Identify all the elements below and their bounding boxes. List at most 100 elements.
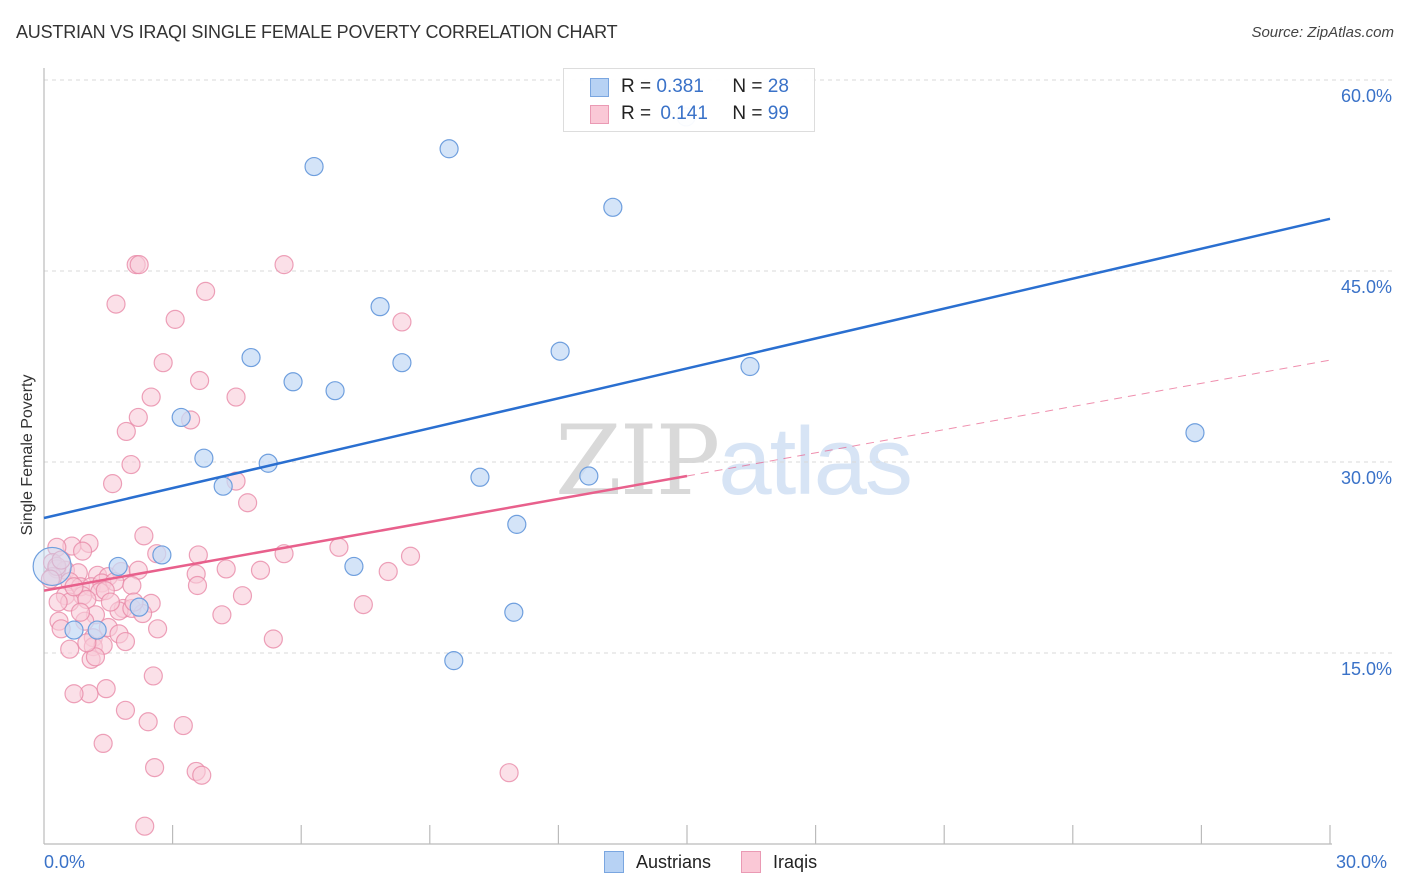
austrian-point <box>579 466 599 486</box>
austrian-point <box>603 197 623 217</box>
stats-legend: R = 0.381 N = 28 R = 0.141 N = 99 <box>563 68 815 132</box>
legend-item-austrians[interactable]: Austrians <box>604 851 711 873</box>
iraqi-point <box>129 255 149 275</box>
iraqis-swatch-icon <box>741 851 762 873</box>
x-tick-max: 30.0% <box>1336 852 1388 872</box>
iraqis-trend-line <box>43 474 688 592</box>
austrians-swatch-icon <box>604 851 624 873</box>
n-label: N = <box>732 76 768 97</box>
austrian-point <box>325 381 345 401</box>
iraqis-points <box>40 255 519 836</box>
iraqi-point <box>72 541 93 561</box>
iraqi-point <box>212 605 232 625</box>
iraqi-point <box>147 619 168 639</box>
iraqi-point <box>40 569 61 589</box>
axes <box>43 68 1332 845</box>
r-value: 0.381 <box>656 76 704 97</box>
austrian-point <box>550 341 570 361</box>
iraqi-point <box>263 629 283 649</box>
austrian-point <box>108 556 128 577</box>
austrian-point <box>283 372 303 392</box>
austrian-point <box>304 156 324 177</box>
austrians-swatch-icon <box>590 77 609 97</box>
iraqi-point <box>173 715 193 736</box>
iraqi-point <box>196 281 216 301</box>
austrian-point <box>470 467 490 487</box>
n-value: 99 <box>767 103 789 124</box>
y-tick-45: 45.0% <box>1340 277 1392 297</box>
austrian-point <box>1185 423 1205 443</box>
iraqi-point <box>48 592 68 612</box>
austrian-point <box>370 297 390 317</box>
stats-row-austrians: R = 0.381 N = 28 <box>590 75 789 99</box>
austrian-point <box>87 620 107 640</box>
austrians-points <box>32 107 1205 671</box>
iraqi-point <box>134 526 154 546</box>
iraqi-point <box>250 560 271 580</box>
iraqi-point <box>378 561 398 582</box>
austrian-point <box>129 597 149 617</box>
watermark-zip: ZIP <box>555 405 720 517</box>
gridlines <box>44 79 1392 654</box>
iraqi-point <box>190 370 210 391</box>
r-value: 0.141 <box>660 103 708 124</box>
austrian-point <box>344 556 364 577</box>
iraqi-point <box>226 387 246 407</box>
iraqi-point <box>274 255 294 275</box>
y-tick-60: 60.0% <box>1340 86 1392 106</box>
iraqi-point <box>93 733 113 754</box>
iraqi-point <box>115 700 136 720</box>
austrian-point <box>392 353 412 373</box>
iraqi-point <box>141 387 161 407</box>
watermark: ZIPatlas <box>555 405 913 517</box>
iraqi-point <box>216 559 236 579</box>
iraqi-point <box>153 353 173 373</box>
austrian-point <box>507 514 527 534</box>
austrian-point <box>740 356 760 377</box>
r-label: R = <box>621 103 657 124</box>
iraqi-point <box>106 294 126 314</box>
austrian-point <box>171 407 191 428</box>
austrian-point <box>152 545 172 565</box>
iraqi-point <box>64 684 84 704</box>
austrian-point <box>439 139 459 159</box>
austrian-point <box>64 620 84 640</box>
iraqi-point <box>60 639 80 659</box>
austrian-point <box>32 546 72 587</box>
iraqi-point <box>392 312 412 332</box>
iraqi-point <box>143 666 163 686</box>
iraqis-swatch-icon <box>590 104 609 124</box>
iraqi-point <box>187 575 208 596</box>
y-tick-30: 30.0% <box>1340 468 1392 488</box>
trend-lines <box>43 217 1331 592</box>
iraqi-point <box>115 631 136 652</box>
source-credit: Source: ZipAtlas.com <box>1251 24 1394 41</box>
iraqi-point <box>85 647 106 667</box>
iraqi-point <box>77 633 97 653</box>
legend-item-iraqis[interactable]: Iraqis <box>741 851 817 873</box>
stats-row-iraqis: R = 0.141 N = 99 <box>590 102 789 126</box>
r-label: R = <box>621 76 657 97</box>
iraqi-point <box>122 575 142 596</box>
x-tick-min: 0.0% <box>44 852 86 872</box>
n-value: 28 <box>767 76 789 97</box>
austrian-point <box>504 602 524 622</box>
austrian-point <box>241 347 261 368</box>
legend-label: Iraqis <box>773 851 818 872</box>
iraqi-point <box>116 421 136 442</box>
y-tick-15: 15.0% <box>1340 659 1392 679</box>
legend-label: Austrians <box>636 851 712 872</box>
austrian-point <box>194 448 214 468</box>
chart-title: AUSTRIAN VS IRAQI SINGLE FEMALE POVERTY … <box>16 22 618 42</box>
iraqi-point <box>353 595 373 615</box>
iraqi-point <box>100 592 121 612</box>
iraqi-point <box>135 816 155 836</box>
n-label: N = <box>732 103 768 124</box>
series-legend: Austrians Iraqis <box>604 851 847 873</box>
iraqis-trend-extension <box>686 359 1331 477</box>
austrians-trend-line <box>43 217 1331 520</box>
iraqi-point <box>400 546 421 566</box>
iraqi-point <box>165 309 185 329</box>
iraqi-point <box>102 474 123 494</box>
